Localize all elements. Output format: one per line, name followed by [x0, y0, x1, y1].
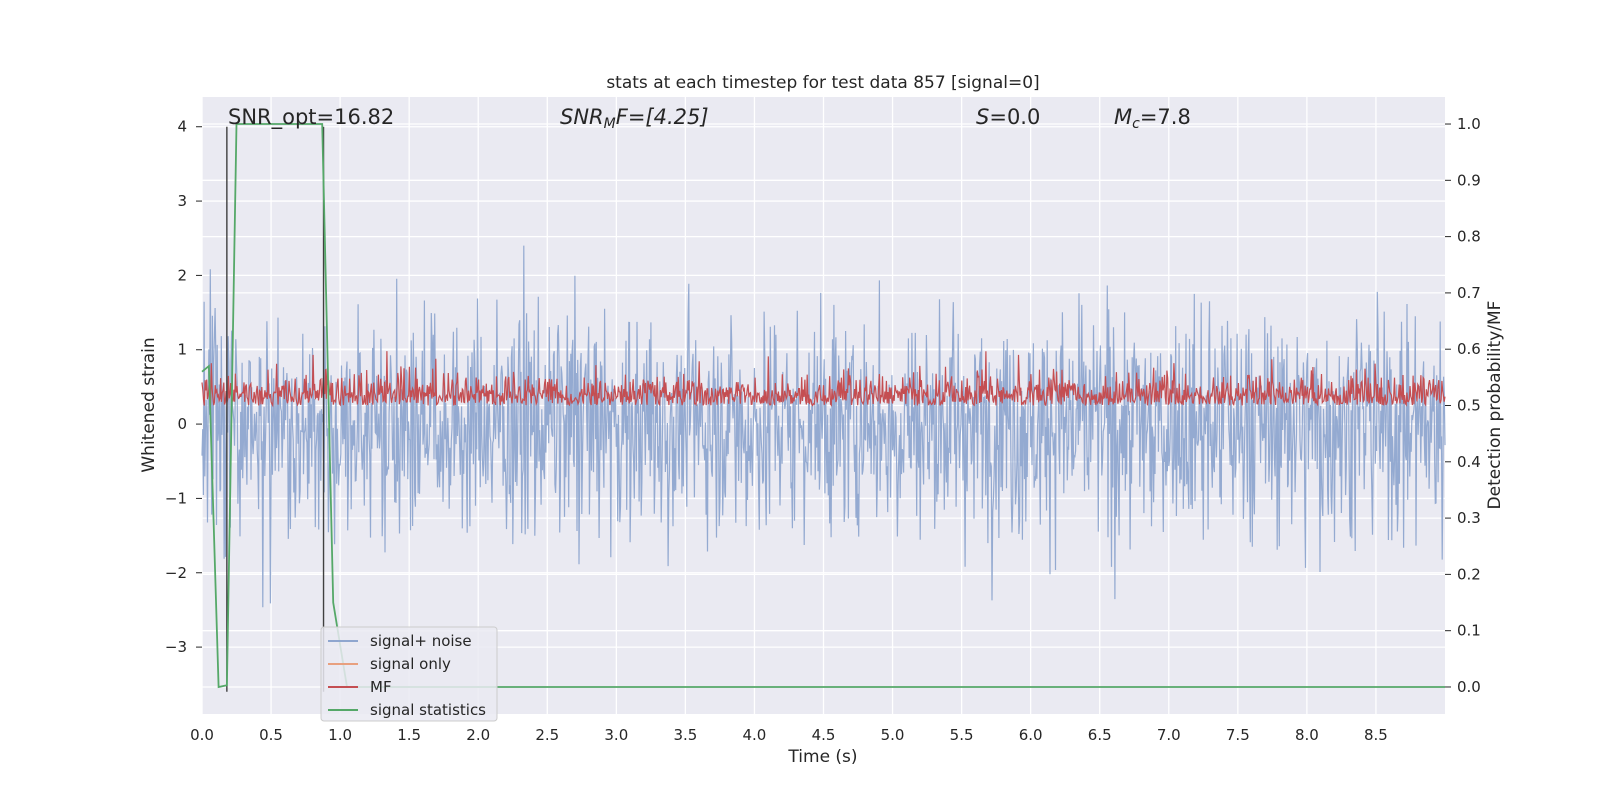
chart-title: stats at each timestep for test data 857… — [606, 73, 1039, 93]
signal-statistics-line — [201, 123, 1445, 689]
x-tick-label: 4.5 — [812, 726, 836, 744]
x-tick-label: 0.5 — [259, 726, 283, 744]
annotation-mc: Mc=7.8 — [1114, 105, 1191, 132]
x-tick-labels: 0.0 0.5 1.0 1.5 2.0 2.5 3.0 3.5 4.0 4.5 5.0 5.5 6.0 6… — [190, 726, 1388, 744]
legend-label-signal-only: signal only — [370, 655, 451, 673]
legend: signal+ noise signal only MF signal stat… — [320, 626, 498, 722]
y-axis-label-right: Detection probability/MF — [1485, 301, 1505, 510]
x-tick-label: 3.5 — [673, 726, 697, 744]
legend-label-mf: MF — [370, 678, 392, 696]
x-tick-label: 1.0 — [328, 726, 352, 744]
x-tick-label: 8.5 — [1364, 726, 1388, 744]
legend-label-signal-noise: signal+ noise — [370, 632, 472, 650]
y-left-tick-label: 2 — [177, 266, 187, 284]
legend-label-signal-statistics: signal statistics — [370, 701, 486, 719]
y-left-tick-label: −2 — [165, 564, 187, 582]
y-axis-label-left: Whitened strain — [139, 337, 159, 472]
x-tick-label: 1.5 — [397, 726, 421, 744]
x-axis-label: Time (s) — [787, 747, 857, 767]
x-tick-label: 4.0 — [743, 726, 767, 744]
y-right-tick-label: 0.0 — [1457, 678, 1481, 696]
y-right-tick-label: 0.4 — [1457, 453, 1481, 471]
y-left-tick-label: −1 — [165, 489, 187, 507]
x-tick-label: 7.0 — [1157, 726, 1181, 744]
y-left-tick-label: 4 — [177, 118, 187, 136]
y-right-tick-labels: 0.0 0.1 0.2 0.3 0.4 0.5 0.6 0.7 0.8 0.9 1.0 — [1445, 115, 1481, 696]
x-tick-label: 8.0 — [1295, 726, 1319, 744]
y-right-tick-label: 0.1 — [1457, 622, 1481, 640]
annotation-snr-opt: SNR_opt=16.82 — [228, 105, 394, 130]
mf-line — [201, 351, 1446, 408]
y-right-tick-label: 0.9 — [1457, 171, 1481, 189]
series-signal-statistics — [201, 123, 1445, 689]
y-right-tick-label: 0.3 — [1457, 509, 1481, 527]
y-right-tick-label: 0.5 — [1457, 397, 1481, 415]
x-tick-label: 5.0 — [881, 726, 905, 744]
x-tick-label: 2.5 — [535, 726, 559, 744]
y-right-tick-label: 0.7 — [1457, 284, 1481, 302]
y-left-tick-label: 1 — [177, 341, 187, 359]
y-left-tick-label: 3 — [177, 192, 187, 210]
y-right-tick-label: 0.8 — [1457, 228, 1481, 246]
annotation-s: S=0.0 — [976, 105, 1040, 129]
legend-box — [320, 626, 498, 722]
x-tick-label: 6.5 — [1088, 726, 1112, 744]
x-tick-label: 6.0 — [1019, 726, 1043, 744]
x-tick-label: 0.0 — [190, 726, 214, 744]
y-right-tick-label: 1.0 — [1457, 115, 1481, 133]
x-tick-label: 5.5 — [950, 726, 974, 744]
x-tick-label: 2.0 — [466, 726, 490, 744]
y-right-tick-label: 0.6 — [1457, 340, 1481, 358]
y-left-tick-label: −3 — [165, 638, 187, 656]
y-right-tick-label: 0.2 — [1457, 565, 1481, 583]
annotation-snr-mf: SNRMF=[4.25] — [560, 105, 709, 132]
y-left-tick-labels: −3 −2 −1 0 1 2 3 4 — [165, 118, 202, 656]
series-mf — [201, 351, 1446, 408]
y-left-tick-label: 0 — [177, 415, 187, 433]
x-tick-label: 7.5 — [1226, 726, 1250, 744]
x-tick-label: 3.0 — [604, 726, 628, 744]
